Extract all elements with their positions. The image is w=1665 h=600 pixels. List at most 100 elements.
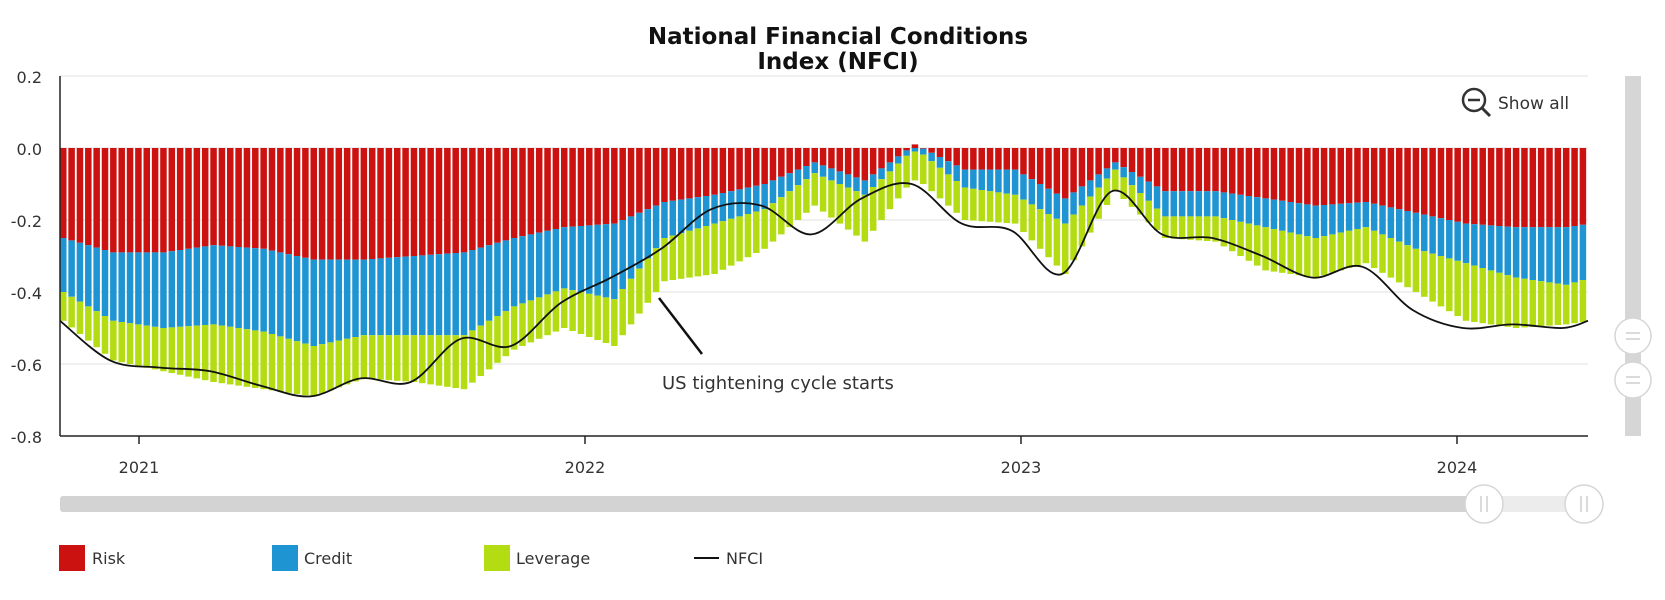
bar-leverage bbox=[427, 335, 434, 385]
bar-risk bbox=[1011, 148, 1019, 170]
bar-leverage bbox=[995, 192, 1002, 223]
bar-risk bbox=[560, 148, 568, 228]
chart-title-line-1: National Financial Conditions bbox=[648, 24, 1028, 50]
bar-risk bbox=[1554, 148, 1562, 228]
bar-risk bbox=[945, 148, 952, 162]
bar-leverage bbox=[1562, 284, 1570, 325]
bar-credit bbox=[986, 169, 994, 192]
bar-risk bbox=[761, 148, 768, 184]
bar-leverage bbox=[1078, 205, 1086, 247]
bar-leverage bbox=[201, 325, 209, 381]
bar-credit bbox=[93, 247, 100, 312]
bar-risk bbox=[920, 148, 927, 149]
bar-risk bbox=[226, 148, 234, 247]
bar-credit bbox=[1178, 191, 1186, 217]
bar-credit bbox=[1237, 194, 1244, 222]
bar-risk bbox=[727, 148, 735, 192]
bar-risk bbox=[360, 148, 368, 260]
bar-credit bbox=[1387, 207, 1395, 238]
bar-credit bbox=[68, 240, 75, 297]
bar-risk bbox=[1537, 148, 1545, 228]
bar-leverage bbox=[1370, 230, 1378, 268]
bar-risk bbox=[1112, 148, 1119, 163]
bar-credit bbox=[945, 161, 952, 175]
bar-credit bbox=[711, 194, 718, 224]
bar-leverage bbox=[560, 288, 568, 328]
bar-credit bbox=[343, 259, 351, 339]
vertical-scrollbar-handle-bottom[interactable] bbox=[1614, 361, 1652, 399]
bar-leverage bbox=[727, 218, 735, 266]
bar-leverage bbox=[1554, 283, 1562, 325]
bar-risk bbox=[1254, 148, 1261, 198]
bar-leverage bbox=[419, 335, 426, 384]
zoom-out-icon bbox=[1461, 87, 1492, 118]
bar-leverage bbox=[619, 289, 626, 336]
bar-risk bbox=[185, 148, 192, 249]
bar-risk bbox=[118, 148, 125, 253]
bar-leverage bbox=[753, 211, 760, 253]
bar-credit bbox=[226, 246, 234, 327]
bar-risk bbox=[1036, 148, 1044, 184]
bar-leverage bbox=[110, 320, 117, 361]
bar-risk bbox=[577, 148, 585, 226]
bar-risk bbox=[110, 148, 117, 253]
y-tick-label: -0.4 bbox=[11, 284, 42, 303]
range-handle-right[interactable] bbox=[1564, 484, 1604, 524]
bar-risk bbox=[1262, 148, 1269, 199]
bar-risk bbox=[644, 148, 651, 210]
bar-credit bbox=[452, 253, 459, 336]
range-navigator[interactable] bbox=[60, 484, 1604, 524]
bar-leverage bbox=[602, 297, 610, 343]
bar-leverage bbox=[586, 293, 593, 337]
bar-leverage bbox=[1045, 214, 1052, 258]
range-navigator-selection[interactable] bbox=[1484, 496, 1582, 512]
y-tick-label: -0.8 bbox=[11, 428, 42, 447]
bar-risk bbox=[903, 148, 910, 151]
range-handle-left[interactable] bbox=[1464, 484, 1504, 524]
bar-risk bbox=[786, 148, 793, 174]
bar-leverage bbox=[1195, 216, 1203, 241]
range-navigator-track[interactable] bbox=[60, 496, 1582, 512]
bar-leverage bbox=[402, 335, 409, 382]
legend-item-credit[interactable]: Credit bbox=[272, 545, 352, 571]
legend-item-leverage[interactable]: Leverage bbox=[484, 545, 590, 571]
bar-credit bbox=[477, 247, 484, 326]
bar-leverage bbox=[1153, 208, 1161, 231]
show-all-button[interactable]: Show all bbox=[1461, 87, 1569, 118]
bar-risk bbox=[586, 148, 593, 226]
bar-leverage bbox=[1537, 281, 1545, 327]
bar-leverage bbox=[811, 173, 818, 206]
vertical-scrollbar[interactable] bbox=[1614, 76, 1652, 436]
bar-risk bbox=[1170, 148, 1178, 192]
bar-leverage bbox=[1003, 193, 1011, 223]
bar-credit bbox=[861, 180, 869, 195]
bar-risk bbox=[1487, 148, 1495, 226]
bar-risk bbox=[477, 148, 484, 248]
bar-leverage bbox=[1362, 227, 1370, 264]
bar-credit bbox=[1170, 191, 1178, 217]
bar-leverage bbox=[836, 184, 844, 224]
bar-leverage bbox=[1320, 236, 1328, 276]
bar-risk bbox=[1120, 148, 1127, 168]
bar-risk bbox=[277, 148, 284, 253]
bar-risk bbox=[1387, 148, 1395, 208]
bar-risk bbox=[819, 148, 827, 166]
bar-credit bbox=[118, 252, 125, 322]
bar-risk bbox=[844, 148, 852, 175]
bar-leverage bbox=[260, 331, 267, 390]
legend-item-nfci[interactable]: NFCI bbox=[694, 549, 763, 568]
bar-leverage bbox=[594, 295, 601, 340]
bar-risk bbox=[1187, 148, 1194, 192]
bar-risk bbox=[803, 148, 810, 166]
bar-risk bbox=[1228, 148, 1236, 194]
legend-item-risk[interactable]: Risk bbox=[59, 545, 126, 571]
bar-risk bbox=[1145, 148, 1152, 182]
bar-risk bbox=[1137, 148, 1144, 177]
bar-leverage bbox=[1061, 223, 1069, 274]
bar-risk bbox=[343, 148, 351, 260]
bar-leverage bbox=[869, 187, 877, 231]
bar-leverage bbox=[1170, 216, 1178, 239]
bar-leverage bbox=[803, 179, 810, 213]
vertical-scrollbar-handle-top[interactable] bbox=[1614, 317, 1652, 355]
